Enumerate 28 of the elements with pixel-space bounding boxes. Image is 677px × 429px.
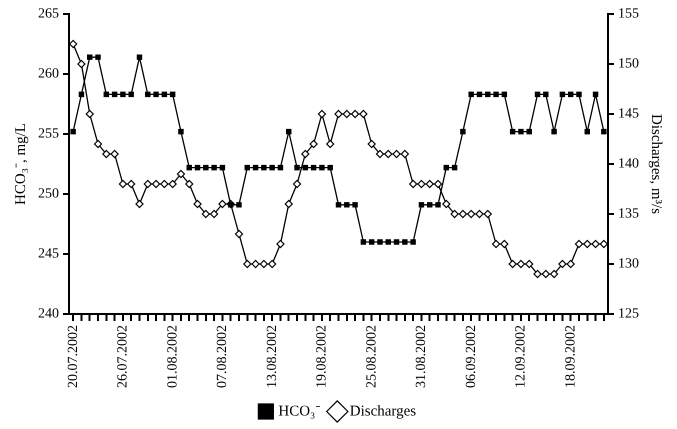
x-tick-label: 01.08.2002 — [165, 325, 180, 388]
x-tick-label: 06.09.2002 — [464, 325, 479, 388]
y-tick-label: 265 — [38, 6, 59, 22]
x-tick-label: 25.08.2002 — [364, 325, 380, 388]
y-tick-label: 255 — [38, 126, 59, 142]
y-axis-title: HCO₃⁻, mg/L — [12, 123, 29, 205]
y2-tick-label: 140 — [618, 156, 639, 172]
x-tick-label: 20.07.2002 — [66, 325, 81, 388]
x-tick-label: 31.08.2002 — [414, 325, 430, 388]
x-tick-label: 07.08.2002 — [215, 325, 230, 388]
legend-label: HCO₃⁻ — [278, 403, 320, 420]
x-tick-label: 19.08.2002 — [314, 325, 330, 388]
y-tick-label: 245 — [38, 246, 59, 262]
y-tick-label: 240 — [38, 306, 59, 322]
x-tick-label: 13.08.2002 — [264, 325, 280, 388]
x-tick-label: 18.09.2002 — [563, 325, 578, 388]
y-tick-label: 250 — [38, 186, 59, 202]
y2-tick-label: 155 — [618, 6, 639, 22]
y-tick-label: 260 — [38, 66, 59, 82]
y2-axis-title: Discharges, m³/s — [648, 114, 664, 214]
x-tick-label: 12.09.2002 — [514, 325, 529, 388]
x-tick-label: 26.07.2002 — [116, 325, 131, 388]
y2-tick-label: 150 — [618, 56, 639, 72]
y2-tick-label: 125 — [618, 306, 639, 322]
y2-tick-label: 145 — [618, 106, 639, 122]
y2-tick-label: 135 — [618, 206, 639, 222]
legend-label: Discharges — [350, 403, 416, 420]
y2-tick-label: 130 — [618, 256, 639, 272]
